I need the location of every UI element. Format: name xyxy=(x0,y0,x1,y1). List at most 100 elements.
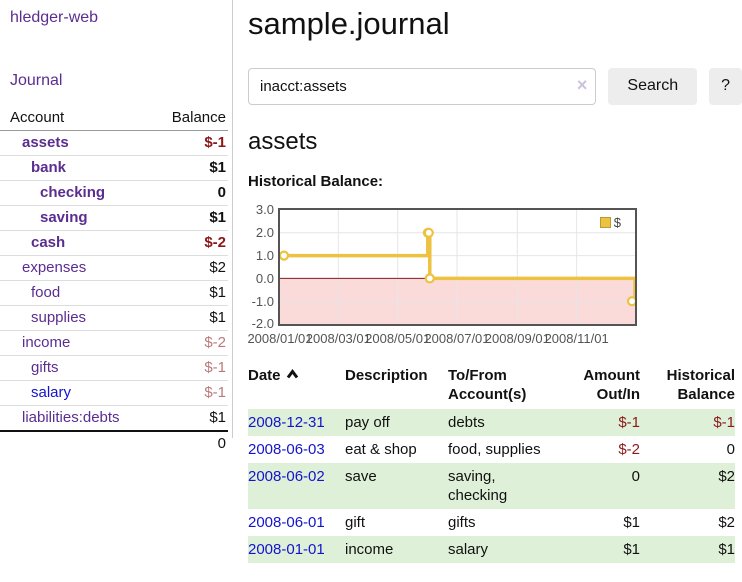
x-axis-label: 2008/05/01 xyxy=(365,331,431,347)
search-button[interactable]: Search xyxy=(608,67,698,105)
y-axis-label: 0.0 xyxy=(255,270,274,286)
transaction-accounts: debts xyxy=(448,414,485,432)
sidebar-account-row: gifts $-1 xyxy=(0,356,228,381)
transaction-amount: $1 xyxy=(623,541,640,559)
register-row: 2008-12-31 pay off debts $-1 $-1 xyxy=(248,409,735,437)
sidebar-item-journal[interactable]: Journal xyxy=(10,72,63,89)
sidebar-account-row: food $1 xyxy=(0,281,228,306)
description-column-header: Description xyxy=(345,367,428,385)
sidebar-account-row: saving $1 xyxy=(0,206,228,231)
transaction-amount: $-2 xyxy=(618,441,640,459)
chart-plot-area[interactable]: $ xyxy=(278,208,637,327)
y-axis-label: -2.0 xyxy=(251,316,274,332)
account-column-header: Account xyxy=(10,109,65,126)
legend-label: $ xyxy=(613,215,621,231)
sidebar-account-row: income $-2 xyxy=(0,331,228,356)
account-balance: $1 xyxy=(209,284,226,301)
account-balance: $1 xyxy=(209,159,226,176)
series-swatch-icon xyxy=(599,217,611,229)
register-row: 2008-01-01 income salary $1 $1 xyxy=(248,536,735,564)
balance-column-header: Balance xyxy=(171,109,226,126)
register-row: 2008-06-02 save saving, checking 0 $2 xyxy=(248,463,735,510)
transaction-description: gift xyxy=(345,514,366,532)
transaction-balance: $-1 xyxy=(713,414,735,432)
register-row: 2008-06-03 eat & shop food, supplies $-2 0 xyxy=(248,436,735,463)
account-balance: 0 xyxy=(217,184,226,201)
transaction-description: eat & shop xyxy=(345,441,417,459)
main-content: sample.journal × Search ? assets Histori… xyxy=(247,0,742,564)
account-balance: $-2 xyxy=(204,334,226,351)
account-balance: $-1 xyxy=(204,134,226,151)
accounts-total-row: 0 xyxy=(0,432,228,456)
transaction-accounts: gifts xyxy=(448,514,476,532)
account-balance: $1 xyxy=(209,409,226,426)
account-balance: $1 xyxy=(209,309,226,326)
account-balance: $1 xyxy=(209,209,226,226)
transaction-amount: 0 xyxy=(631,468,640,486)
y-axis-label: 1.0 xyxy=(255,248,274,264)
sidebar-account-row: checking 0 xyxy=(0,181,228,206)
x-axis-label: 2008/01/01 xyxy=(247,331,313,347)
transaction-balance: $2 xyxy=(718,468,735,486)
account-link[interactable]: salary xyxy=(31,384,72,401)
register-row: 2008-06-01 gift gifts $1 $2 xyxy=(248,509,735,536)
transaction-balance: 0 xyxy=(726,441,735,459)
transaction-description: income xyxy=(345,541,394,559)
sidebar-nav: Journal xyxy=(10,72,232,90)
register-table-body: 2008-12-31 pay off debts $-1 $-1 2008-06-03 ea… xyxy=(248,409,735,564)
transaction-accounts: salary xyxy=(448,541,489,559)
transaction-date-link[interactable]: 2008-06-02 xyxy=(248,468,325,486)
y-axis-label: 2.0 xyxy=(255,225,274,241)
account-link[interactable]: liabilities:debts xyxy=(22,409,120,426)
account-title: assets xyxy=(248,127,318,155)
register-table-header: Date Description To/From Account(s) Amou… xyxy=(248,364,735,409)
clear-search-icon[interactable]: × xyxy=(576,74,588,95)
chart-canvas xyxy=(280,210,635,325)
transaction-date-link[interactable]: 2008-01-01 xyxy=(248,541,325,559)
sidebar-account-row: bank $1 xyxy=(0,156,228,181)
balance-chart: $ 3.0 2.0 1.0 0.0 -1.0 -2.0 2008/01/01 2008/03/… xyxy=(247,201,742,347)
account-balance: $2 xyxy=(209,259,226,276)
x-axis-label: 2008/09/01 xyxy=(484,331,550,347)
transaction-balance: $2 xyxy=(718,514,735,532)
account-balance: $-1 xyxy=(204,384,226,401)
account-link[interactable]: gifts xyxy=(31,359,59,376)
transaction-date-link[interactable]: 2008-12-31 xyxy=(248,414,325,432)
y-axis-label: 3.0 xyxy=(255,202,274,218)
account-link[interactable]: cash xyxy=(31,234,66,251)
account-link[interactable]: food xyxy=(31,284,61,301)
y-axis-label: -1.0 xyxy=(251,293,274,309)
transaction-accounts: food, supplies xyxy=(448,441,541,459)
search-input[interactable] xyxy=(248,67,597,105)
account-link[interactable]: expenses xyxy=(22,259,87,276)
account-link[interactable]: bank xyxy=(31,159,67,176)
transaction-date-link[interactable]: 2008-06-03 xyxy=(248,441,325,459)
sidebar-account-row: supplies $1 xyxy=(0,306,228,331)
help-button[interactable]: ? xyxy=(709,67,742,105)
transaction-date-link[interactable]: 2008-06-01 xyxy=(248,514,325,532)
transaction-amount: $-1 xyxy=(618,414,640,432)
transaction-balance: $1 xyxy=(718,541,735,559)
sidebar-account-row: salary $-1 xyxy=(0,381,228,406)
search-bar: × Search ? xyxy=(248,67,742,105)
transaction-amount: $1 xyxy=(623,514,640,532)
app-title-link[interactable]: hledger-web xyxy=(10,9,99,26)
sidebar-account-row: cash $-2 xyxy=(0,231,228,256)
accounts-column-header: To/From Account(s) xyxy=(448,367,527,404)
balance-column-header: Historical Balance xyxy=(666,367,735,404)
sort-ascending-icon xyxy=(286,369,298,379)
account-link[interactable]: income xyxy=(22,334,71,351)
register-table: Date Description To/From Account(s) Amou… xyxy=(248,364,735,564)
page-title: sample.journal xyxy=(248,6,450,41)
transaction-accounts: saving, checking xyxy=(448,468,508,505)
x-axis-label: 2008/11/01 xyxy=(544,331,609,347)
accounts-table-header: Account Balance xyxy=(0,106,228,131)
account-link[interactable]: supplies xyxy=(31,309,87,326)
transaction-description: pay off xyxy=(345,414,390,432)
account-link[interactable]: checking xyxy=(40,184,106,201)
transaction-description: save xyxy=(345,468,377,486)
sidebar: hledger-web Journal Account Balance asse… xyxy=(0,0,233,452)
account-link[interactable]: saving xyxy=(40,209,88,226)
account-link[interactable]: assets xyxy=(22,134,69,151)
date-column-header: Date xyxy=(248,364,345,409)
